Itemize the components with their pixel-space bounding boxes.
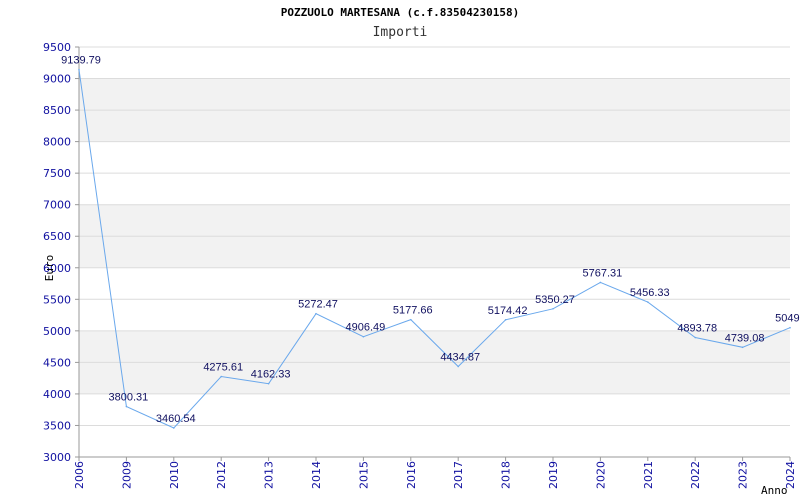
data-label: 4893.78 [677,323,717,335]
y-axis-label: Euro [43,255,56,282]
x-tick-label: 2013 [263,461,276,489]
x-tick-label: 2012 [215,461,228,489]
y-tick-labels: 3000 3500 4000 4500 5000 5500 6000 6500 7000 7500… [43,41,79,464]
y-tick-label: 3500 [43,419,71,432]
data-point [647,301,649,303]
data-label: 5272.47 [298,299,338,311]
grid-band [79,110,790,142]
y-tick-label: 5000 [43,325,71,338]
grid-band [79,236,790,268]
data-point [504,319,507,321]
series-lines [78,68,791,429]
axes [78,47,790,458]
data-point [410,318,412,321]
series-line [78,69,791,429]
x-tick-label: 2020 [594,461,607,489]
y-tick-label: 3000 [43,451,71,464]
data-point [267,382,270,385]
y-tick-label: 9500 [43,41,71,54]
grid-band [79,362,790,394]
x-tick-label: 2024 [784,461,797,489]
y-tick-label: 9000 [43,73,71,86]
y-tick-label: 7500 [43,167,71,180]
data-labels: 9139.79 3800.31 3460.54 4275.61 4162.33 5272.… [61,55,800,425]
chart-title: POZZUOLO MARTESANA (c.f.83504230158) [280,6,520,19]
x-tick-label: 2019 [547,461,560,489]
data-point [220,375,222,378]
data-label: 4739.08 [725,332,765,344]
data-point [789,326,791,329]
data-label: 5177.66 [393,305,433,317]
x-tick-label: 2017 [452,461,465,489]
data-label: 3460.54 [156,413,196,425]
x-tick-label: 2021 [642,461,655,489]
data-label: 5456.33 [630,287,670,299]
data-label: 5767.31 [583,267,623,279]
data-label: 4275.61 [203,362,243,374]
x-tick-label: 2022 [689,461,702,489]
x-axis-label: Anno [761,484,788,497]
data-point [457,365,460,368]
x-tick-label: 2018 [500,461,513,489]
data-point [362,335,365,338]
x-tick-label: 2006 [73,461,86,489]
grid-band [79,204,790,237]
data-point [173,427,175,429]
x-tick-labels: 2006 2009 2010 2012 2013 2014 2015 2016 2017 2018… [73,457,797,489]
x-tick-label: 2016 [405,461,418,489]
data-label: 9139.79 [61,55,101,67]
grid-band [79,78,790,111]
y-tick-label: 7000 [43,199,71,212]
y-tick-label: 6500 [43,230,71,243]
x-tick-label: 2023 [737,461,750,489]
data-point [694,336,696,339]
data-label: 3800.31 [109,392,149,404]
x-tick-label: 2010 [168,461,181,489]
x-tick-label: 2009 [120,461,133,489]
data-label: 5174.42 [488,305,528,317]
y-tick-label: 5500 [43,293,71,306]
y-tick-label: 8500 [43,104,71,117]
y-tick-label: 8000 [43,136,71,149]
grid-band [79,330,790,363]
chart-subtitle: Importi [372,25,428,40]
data-point [741,346,744,349]
y-tick-label: 6000 [43,262,71,275]
data-point [552,307,554,310]
data-label: 4906.49 [346,322,386,334]
data-point [125,405,128,408]
x-tick-label: 2015 [357,461,370,489]
grid-bands [79,78,790,394]
y-tick-label: 4500 [43,356,71,369]
data-label: 5350.27 [535,294,575,306]
data-point [599,281,602,284]
data-label: 5049.3 [775,313,800,325]
x-tick-label: 2014 [310,461,323,489]
data-point [78,68,80,71]
data-label: 4434.87 [440,351,480,363]
data-label: 4162.33 [251,369,291,381]
data-point [315,312,317,315]
y-tick-label: 4000 [43,388,71,401]
